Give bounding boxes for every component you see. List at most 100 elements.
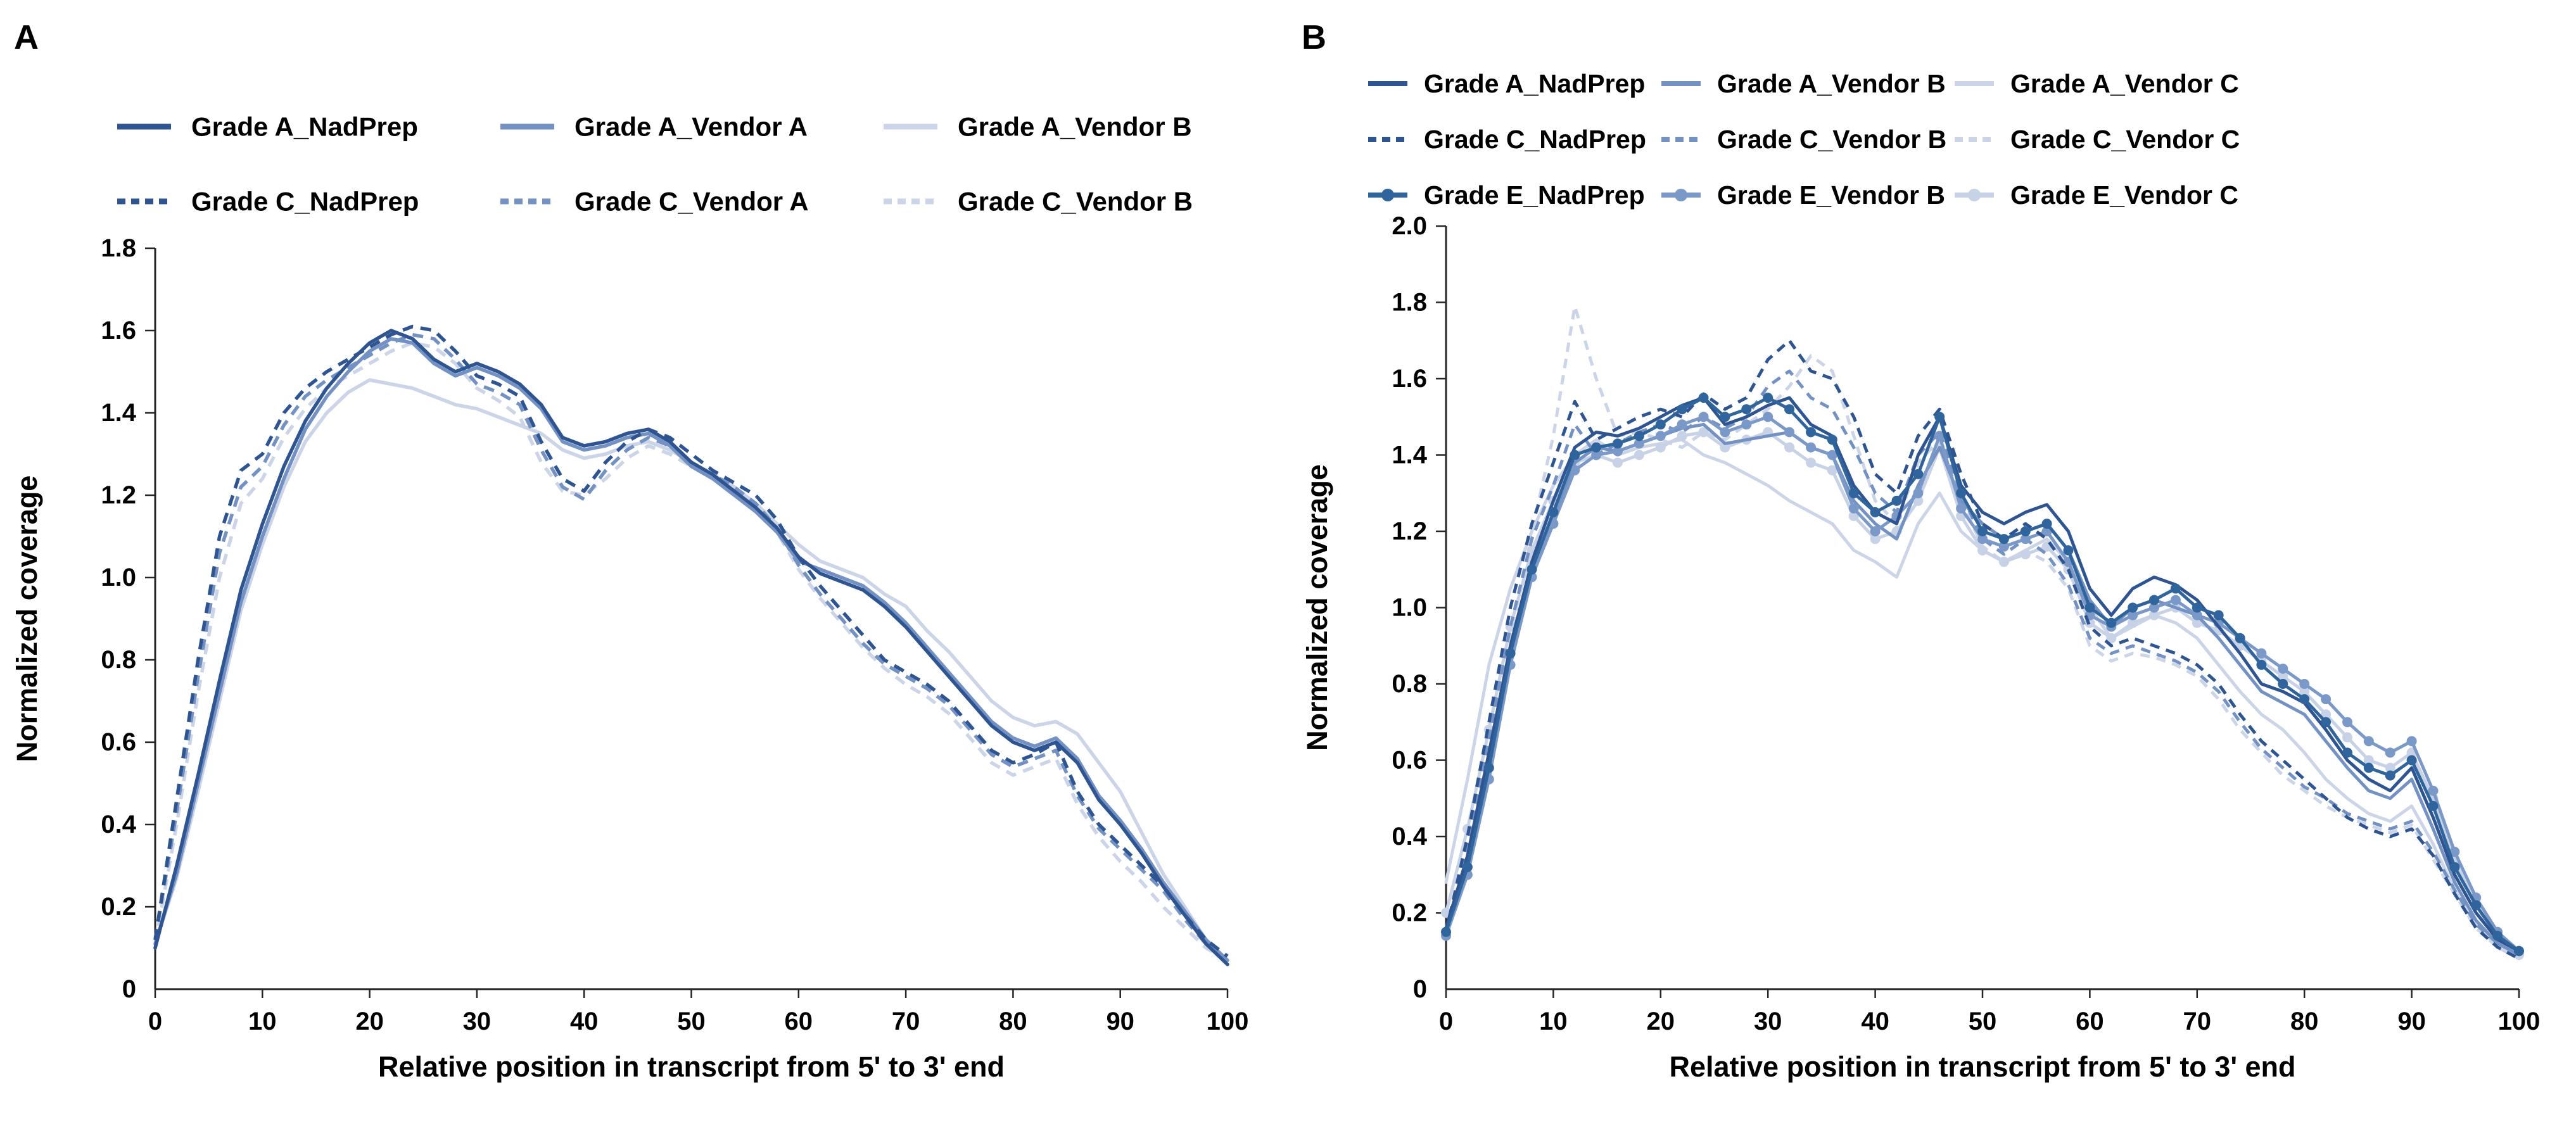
data-point-marker: [1677, 431, 1687, 441]
data-point-marker: [1634, 438, 1644, 449]
data-point-marker: [2084, 602, 2095, 613]
data-point-marker: [1956, 488, 1967, 498]
data-point-marker: [1827, 450, 1837, 460]
data-point-marker: [2063, 545, 2074, 556]
x-tick-label: 50: [1969, 1008, 1997, 1035]
data-point-marker: [1698, 427, 1709, 438]
data-point-marker: [1934, 412, 1945, 422]
legend-label: Grade A_NadPrep: [1424, 69, 1645, 98]
data-point-marker: [2363, 762, 2374, 773]
x-axis-title: Relative position in transcript from 5' …: [378, 1051, 1005, 1083]
data-point-marker: [2385, 747, 2395, 758]
data-point-marker: [1441, 926, 1451, 937]
data-point-marker: [1763, 412, 1773, 422]
x-tick-label: 70: [2183, 1008, 2212, 1035]
legend-item: [1955, 189, 1994, 201]
data-point-marker: [2449, 862, 2460, 873]
data-point-marker: [2428, 785, 2439, 796]
data-point-marker: [1655, 431, 1666, 441]
data-point-marker: [2342, 747, 2352, 758]
series-markers-grade-e-nadprep: [1441, 393, 2524, 956]
data-point-marker: [1483, 762, 1494, 773]
data-point-marker: [2020, 526, 2031, 536]
legend-label: Grade E_Vendor C: [2010, 180, 2238, 210]
x-tick-label: 10: [1539, 1008, 1568, 1035]
series-line-grade-a-nadprep: [1444, 396, 2521, 953]
chart-a: Grade A_NadPrep Grade A_Vendor A Grade A_V…: [11, 112, 1249, 1084]
data-point-marker: [1548, 507, 1559, 517]
legend-label: Grade C_Vendor B: [958, 187, 1193, 217]
data-point-marker: [1784, 427, 1795, 438]
legend-label: Grade E_NadPrep: [1424, 180, 1645, 210]
data-point-marker: [2299, 686, 2310, 697]
data-point-marker: [1977, 534, 1988, 545]
legend-item: [1661, 189, 1701, 201]
data-point-marker: [1806, 442, 1816, 453]
series-line-grade-e-vendor-b: [1444, 415, 2521, 953]
data-point-marker: [2385, 762, 2395, 773]
x-tick-label: 90: [2397, 1008, 2426, 1035]
series-line-grade-c-vendor-b: [153, 341, 1229, 962]
series-line-grade-c-vendor-c: [1444, 305, 2520, 961]
y-tick-label: 1.6: [101, 317, 136, 344]
data-point-marker: [1634, 431, 1644, 441]
legend-label: Grade C_Vendor C: [2010, 125, 2240, 154]
data-point-marker: [1848, 510, 1859, 521]
y-tick-label: 1.4: [1392, 441, 1427, 469]
data-point-marker: [1505, 648, 1516, 659]
series-line-grade-a-vendor-b: [1444, 422, 2521, 957]
x-tick-label: 100: [1207, 1008, 1249, 1035]
data-point-marker: [1462, 862, 1473, 873]
data-point-marker: [2299, 694, 2310, 705]
y-tick-label: 0: [122, 975, 136, 1003]
x-tick-label: 70: [892, 1008, 920, 1035]
data-point-marker: [2363, 755, 2374, 766]
data-point-marker: [2128, 610, 2138, 621]
data-point-marker: [1613, 438, 1623, 449]
legend-label: Grade C_Vendor A: [574, 187, 809, 217]
y-tick-label: 0.6: [101, 728, 136, 756]
x-tick-label: 90: [1106, 1008, 1134, 1035]
data-point-marker: [1591, 442, 1602, 453]
x-tick-label: 20: [1647, 1008, 1675, 1035]
data-point-marker: [1977, 545, 1988, 556]
data-point-marker: [1977, 526, 1988, 536]
data-point-marker: [1613, 446, 1623, 457]
data-point-marker: [1870, 526, 1881, 536]
y-tick-label: 0.2: [101, 893, 136, 921]
data-point-marker: [2170, 583, 2181, 594]
data-point-marker: [1848, 503, 1859, 514]
x-tick-label: 80: [2290, 1008, 2319, 1035]
series-line-grade-a-vendor-c: [1444, 438, 2521, 961]
x-tick-label: 10: [248, 1008, 277, 1035]
panel-b: B Grade A_NadPrep Grade A_Vendor B Grade A…: [1288, 0, 2576, 1131]
data-point-marker: [2321, 694, 2332, 705]
data-point-marker: [2342, 717, 2352, 728]
data-point-marker: [1806, 427, 1816, 438]
data-point-marker: [1720, 427, 1730, 438]
data-point-marker: [1570, 450, 1580, 460]
data-point-marker: [1698, 393, 1709, 403]
data-point-marker: [1591, 450, 1602, 460]
data-point-marker: [1998, 541, 2009, 552]
data-point-marker: [1784, 442, 1795, 453]
data-point-marker: [1655, 419, 1666, 430]
y-tick-label: 1.2: [101, 481, 136, 509]
data-point-marker: [1526, 564, 1537, 575]
data-point-marker: [2342, 732, 2352, 743]
data-point-marker: [2428, 800, 2439, 811]
data-point-marker: [1698, 412, 1709, 422]
x-tick-label: 50: [677, 1008, 706, 1035]
y-tick-label: 0.8: [101, 646, 136, 674]
data-point-marker: [2192, 610, 2202, 621]
data-point-marker: [1827, 434, 1837, 445]
x-tick-label: 30: [1754, 1008, 1782, 1035]
legend-swatch-marker: [1381, 189, 1394, 201]
data-point-marker: [1956, 503, 1967, 514]
y-tick-label: 1.8: [1392, 289, 1427, 317]
data-point-marker: [2149, 602, 2159, 613]
data-point-marker: [1720, 412, 1730, 422]
data-point-marker: [2363, 736, 2374, 747]
data-point-marker: [2514, 945, 2524, 956]
data-point-marker: [1655, 442, 1666, 453]
